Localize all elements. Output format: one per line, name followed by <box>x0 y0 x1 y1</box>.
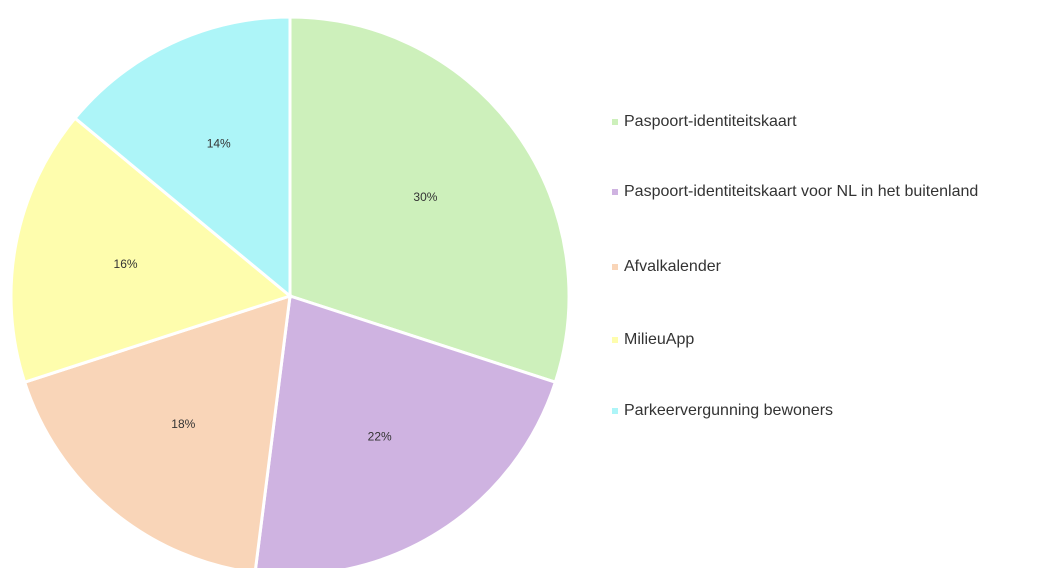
slice-label: 14% <box>207 137 231 151</box>
pie-slice <box>254 294 558 568</box>
legend-swatch <box>612 408 618 414</box>
legend-label: Parkeervergunning bewoners <box>624 402 833 419</box>
legend-swatch <box>612 119 618 125</box>
legend-swatch <box>612 264 618 270</box>
slice-label: 16% <box>114 257 138 271</box>
legend-label: MilieuApp <box>624 331 694 348</box>
legend-swatch <box>612 337 618 343</box>
legend-label: Paspoort-identiteitskaart <box>624 113 797 130</box>
legend-swatch <box>612 189 618 195</box>
pie-slice <box>288 15 571 385</box>
pie-slice <box>22 293 292 568</box>
pie-slice <box>72 15 292 300</box>
slice-label: 30% <box>413 190 437 204</box>
legend-label: Afvalkalender <box>624 258 722 275</box>
legend-label: Paspoort-identiteitskaart voor NL in het… <box>624 183 978 200</box>
slice-label: 18% <box>171 417 195 431</box>
slice-label: 22% <box>368 430 392 444</box>
pie-slice <box>9 116 294 385</box>
